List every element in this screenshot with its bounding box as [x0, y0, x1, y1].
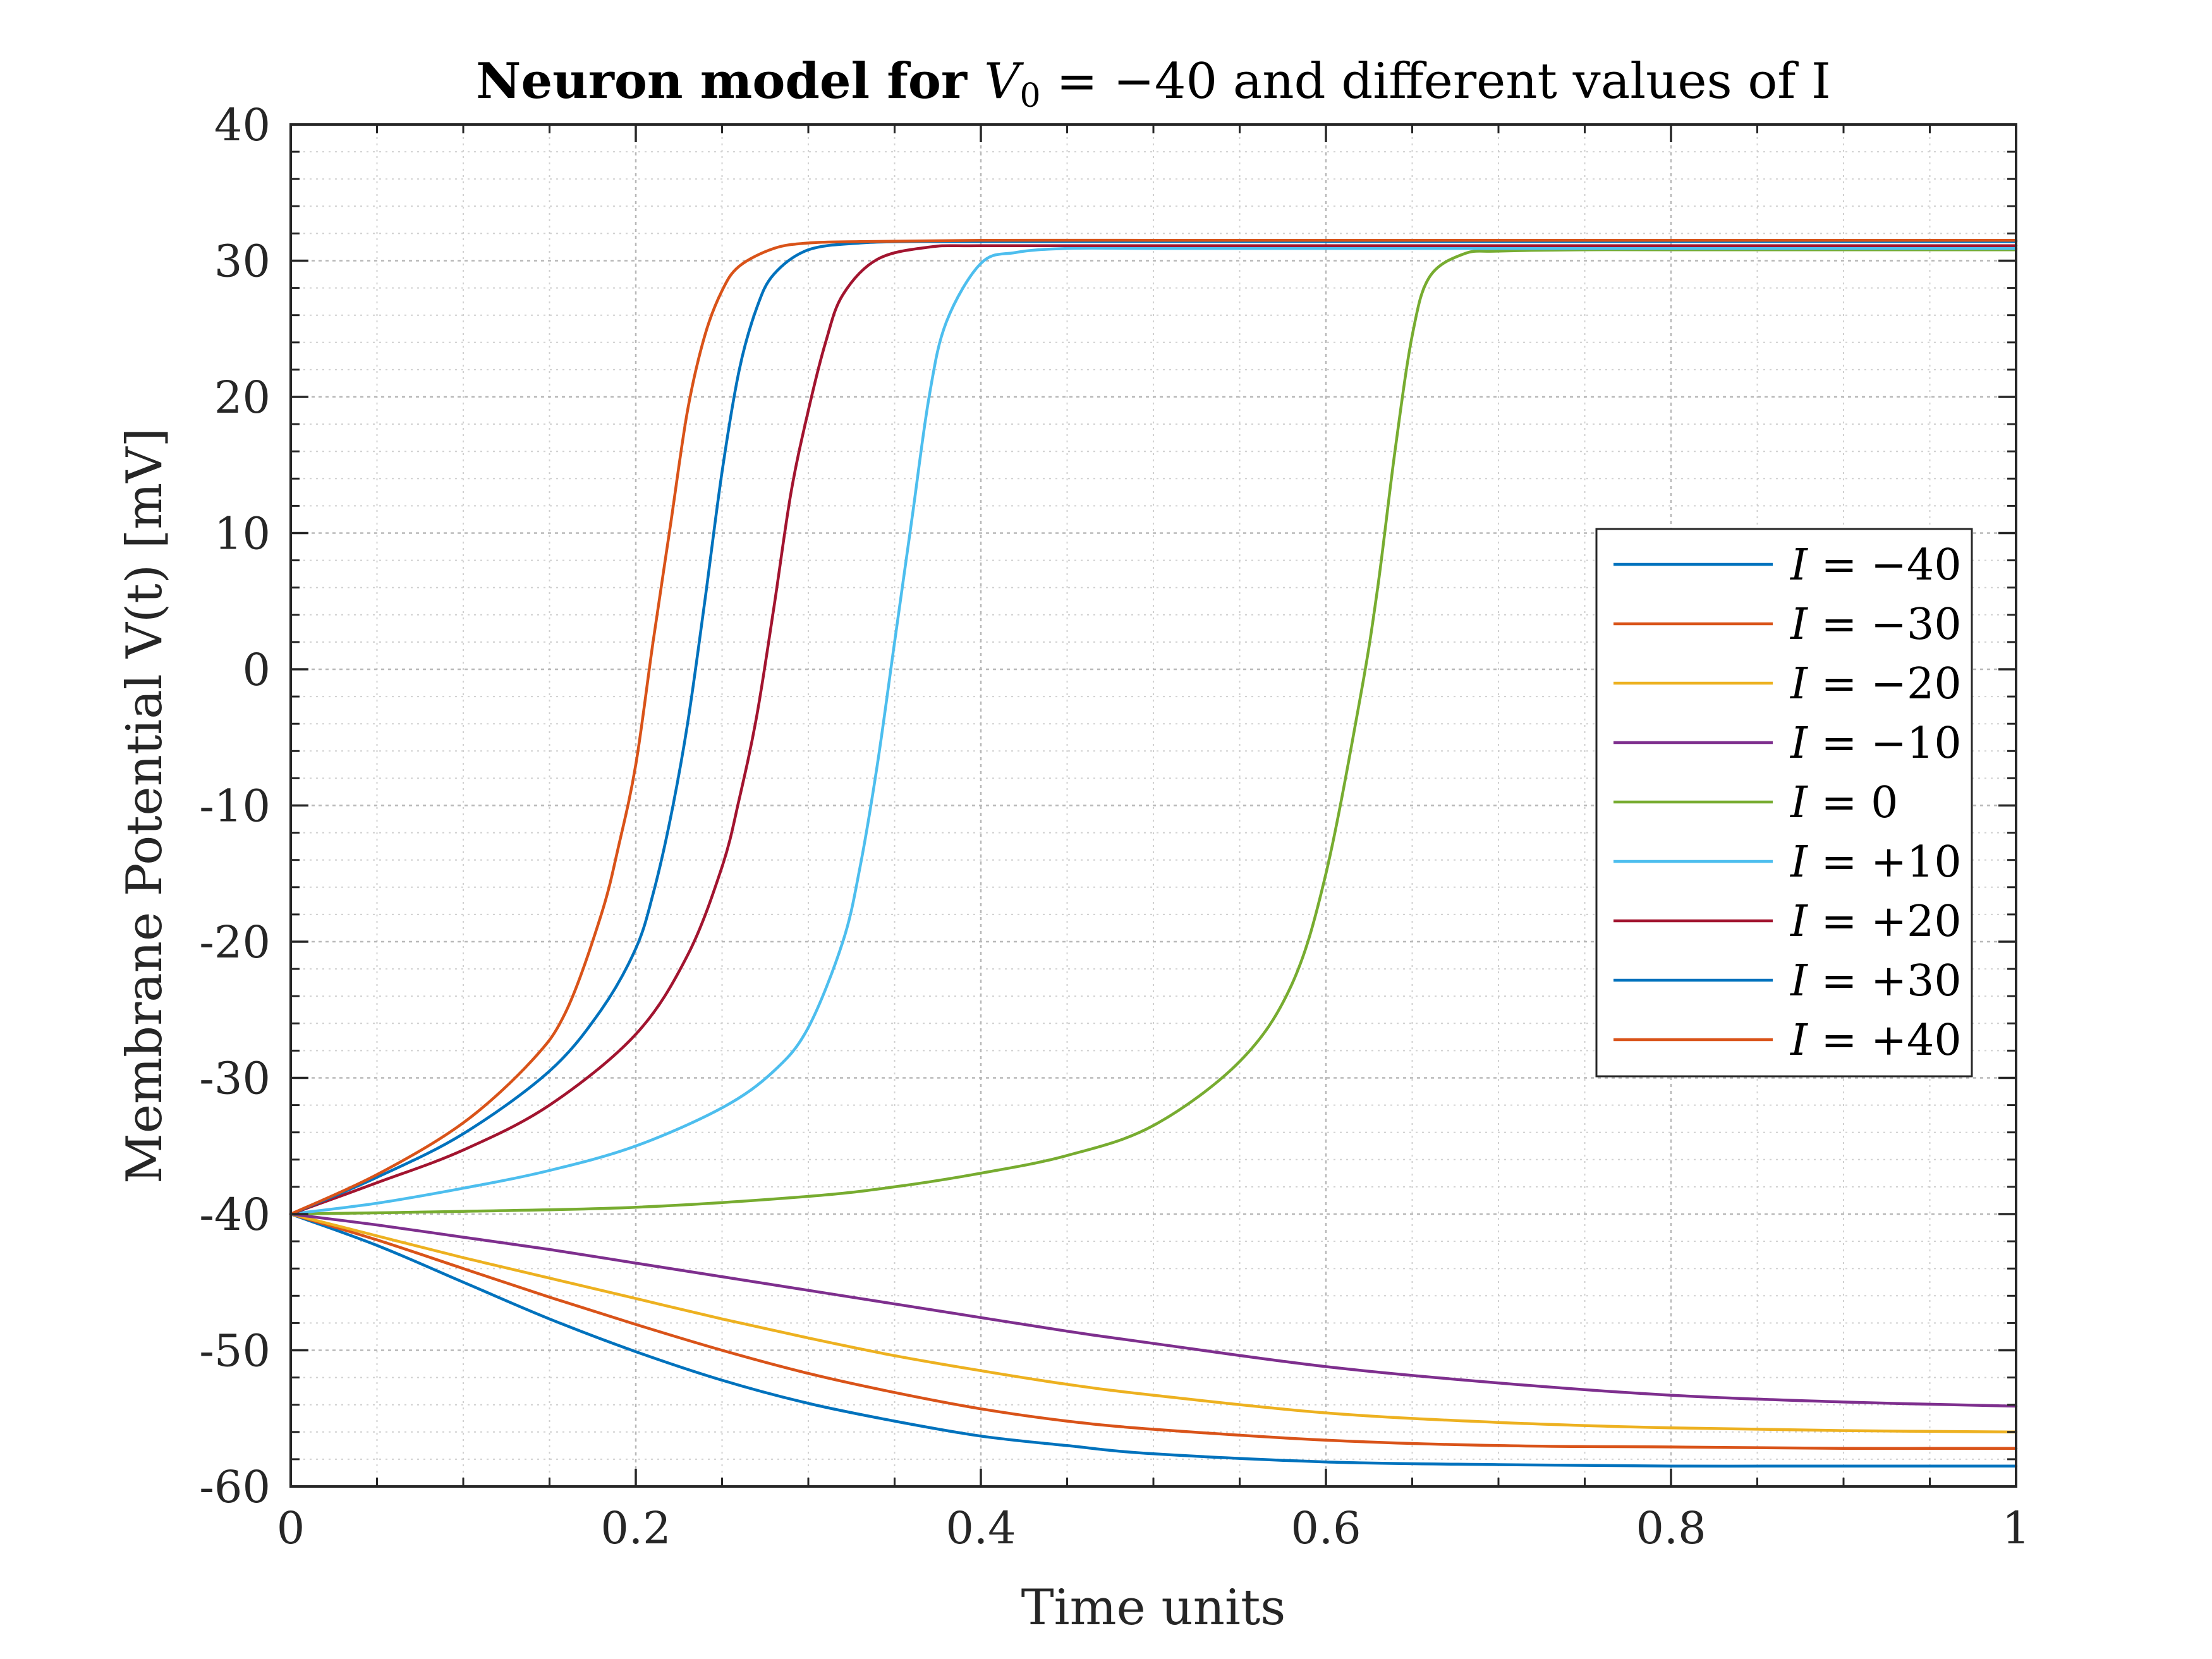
series-line-5 [289, 246, 2018, 1216]
series-line-4 [289, 248, 2018, 1216]
series-line-6 [289, 244, 2018, 1216]
legend-label: I = +20 [1789, 897, 1962, 947]
legend-label: I = +40 [1789, 1016, 1962, 1066]
title-text-before: Neuron model for [476, 52, 984, 110]
legend-label: I = +30 [1789, 956, 1962, 1006]
y-tick-label: 20 [214, 372, 270, 423]
legend-label-variable: I [1789, 778, 1808, 828]
x-tick-label: 0.4 [945, 1502, 1016, 1554]
legend-item: I = −20 [1613, 659, 1962, 709]
legend-label-value: = −20 [1808, 659, 1962, 709]
y-tick-label: -20 [199, 916, 270, 968]
title-symbol: V [984, 53, 1024, 110]
legend-item: I = −10 [1613, 719, 1962, 769]
legend-label-variable: I [1789, 540, 1808, 590]
y-tick-label: -30 [199, 1053, 270, 1105]
legend-label-value: = 0 [1808, 778, 1898, 828]
legend-label: I = −30 [1789, 600, 1962, 650]
series-lines [289, 238, 2018, 1468]
legend-label-value: = −30 [1808, 600, 1962, 650]
y-tick-labels: 40 30 20 10 0 -10 -20 -30 -40 -50 -60 [199, 99, 270, 1513]
series-line-1 [289, 1212, 2018, 1450]
chart-title: Neuron model for V0 = −40 and different … [476, 52, 1831, 115]
legend-label-value: = +40 [1808, 1016, 1962, 1066]
legend-label: I = −20 [1789, 659, 1962, 709]
legend-item: I = −40 [1613, 540, 1962, 590]
legend-item: I = +20 [1613, 897, 1962, 947]
x-tick-label: 0 [277, 1502, 305, 1554]
y-tick-label: -60 [199, 1461, 270, 1513]
title-subscript: 0 [1019, 77, 1040, 115]
x-tick-label: 0.2 [600, 1502, 671, 1554]
x-tick-labels: 0 0.2 0.4 0.6 0.8 1 [277, 1502, 2031, 1554]
y-axis-label: Membrane Potential V(t) [mV] [116, 428, 173, 1184]
legend-item: I = +10 [1613, 837, 1962, 887]
legend-label-variable: I [1789, 659, 1808, 709]
legend-item: I = +30 [1613, 956, 1962, 1006]
title-text-after: = −40 and different values of I [1041, 53, 1831, 110]
legend-label-value: = +30 [1808, 956, 1962, 1006]
legend-label-variable: I [1789, 956, 1808, 1006]
series-line-8 [289, 238, 2018, 1216]
series-line-2 [289, 1212, 2018, 1434]
y-tick-label: -50 [199, 1325, 270, 1377]
y-tick-label: 30 [214, 236, 270, 288]
legend-item: I = 0 [1613, 778, 1898, 828]
series-line-0 [289, 1212, 2018, 1468]
legend-label: I = 0 [1789, 778, 1898, 828]
legend-label: I = −10 [1789, 719, 1962, 769]
legend-label: I = +10 [1789, 837, 1962, 887]
x-tick-label: 0.6 [1291, 1502, 1361, 1554]
legend-label-variable: I [1789, 837, 1808, 887]
x-tick-label: 1 [2002, 1502, 2031, 1554]
y-tick-label: 0 [242, 644, 270, 696]
legend-label: I = −40 [1789, 540, 1962, 590]
axis-ticks [289, 123, 2017, 1488]
legend-label-value: = +10 [1808, 837, 1962, 887]
y-tick-label: -10 [199, 781, 270, 832]
legend: I = −40I = −30I = −20I = −10I = 0I = +10… [1595, 528, 1973, 1078]
legend-label-variable: I [1789, 897, 1808, 947]
legend-label-value: = −10 [1808, 719, 1962, 769]
legend-label-variable: I [1789, 1016, 1808, 1066]
series-line-3 [289, 1212, 2018, 1408]
legend-item: I = +40 [1613, 1016, 1962, 1066]
y-tick-label: 40 [214, 99, 270, 151]
legend-label-variable: I [1789, 719, 1808, 769]
legend-label-value: = +20 [1808, 897, 1962, 947]
legend-label-value: = −40 [1808, 540, 1962, 590]
x-tick-label: 0.8 [1636, 1502, 1706, 1554]
legend-item: I = −30 [1613, 600, 1962, 650]
x-axis-label: Time units [1021, 1579, 1286, 1636]
y-tick-label: 10 [214, 508, 270, 560]
y-tick-label: -40 [199, 1189, 270, 1241]
legend-label-variable: I [1789, 600, 1808, 650]
